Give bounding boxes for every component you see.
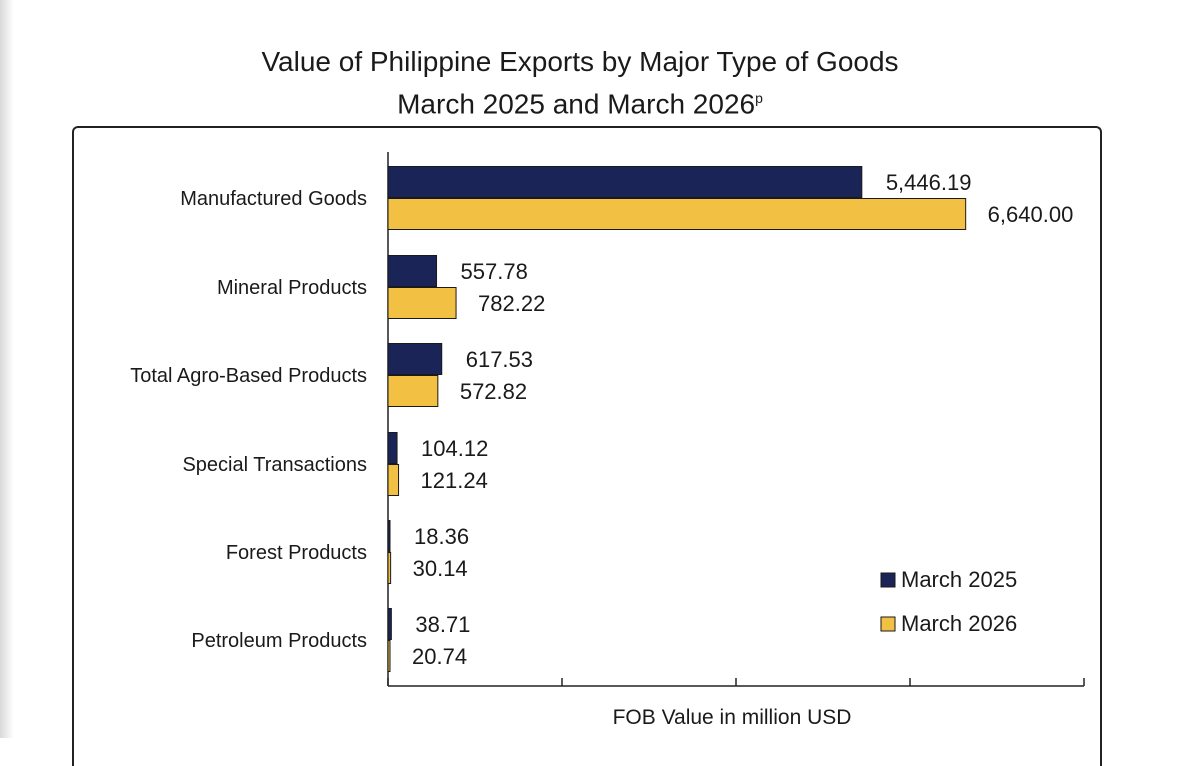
left-edge-shadow <box>0 0 14 738</box>
bar-march-2026 <box>387 198 967 230</box>
chart-title-block: Value of Philippine Exports by Major Typ… <box>80 44 1080 122</box>
legend-swatch <box>880 616 896 632</box>
bar-march-2025 <box>387 343 443 375</box>
data-label: 572.82 <box>460 379 527 404</box>
category-label: Total Agro-Based Products <box>130 365 367 387</box>
bar-march-2025 <box>387 255 438 287</box>
bar-march-2025 <box>387 608 392 640</box>
bar-march-2026 <box>387 552 392 584</box>
category-label: Manufactured Goods <box>180 188 367 210</box>
x-axis-title: FOB Value in million USD <box>613 706 852 729</box>
data-label: 20.74 <box>412 644 467 669</box>
data-label: 782.22 <box>478 291 545 316</box>
data-label: 18.36 <box>414 524 469 549</box>
data-label: 30.14 <box>413 556 468 581</box>
data-label: 557.78 <box>461 259 528 284</box>
bar-march-2025 <box>387 520 391 552</box>
data-label: 617.53 <box>466 347 533 372</box>
data-label: 121.24 <box>421 468 488 493</box>
data-label: 38.71 <box>415 612 470 637</box>
bar-march-2025 <box>387 166 863 198</box>
legend-label: March 2026 <box>901 611 1017 636</box>
category-label: Forest Products <box>226 542 367 564</box>
legend-label: March 2025 <box>901 567 1017 592</box>
category-label: Mineral Products <box>217 277 367 299</box>
bar-march-2026 <box>387 287 457 319</box>
legend-swatch <box>880 572 896 588</box>
bar-march-2026 <box>387 640 391 672</box>
chart-frame <box>72 126 1102 766</box>
bar-march-2025 <box>387 432 398 464</box>
data-label: 104.12 <box>421 436 488 461</box>
bar-march-2026 <box>387 375 439 407</box>
category-label: Petroleum Products <box>191 630 367 652</box>
data-label: 6,640.00 <box>988 202 1074 227</box>
chart-subtitle-suffix: p <box>755 90 763 106</box>
bar-march-2026 <box>387 464 400 496</box>
chart-title: Value of Philippine Exports by Major Typ… <box>261 46 899 77</box>
bar-chart: Manufactured Goods 5,446.19 6,640.00 Minera… <box>130 152 1085 729</box>
category-label: Special Transactions <box>182 454 367 476</box>
chart-subtitle: March 2025 and March 2026p <box>80 80 1080 122</box>
data-label: 5,446.19 <box>886 170 972 195</box>
chart-subtitle-text: March 2025 and March 2026 <box>397 88 756 120</box>
